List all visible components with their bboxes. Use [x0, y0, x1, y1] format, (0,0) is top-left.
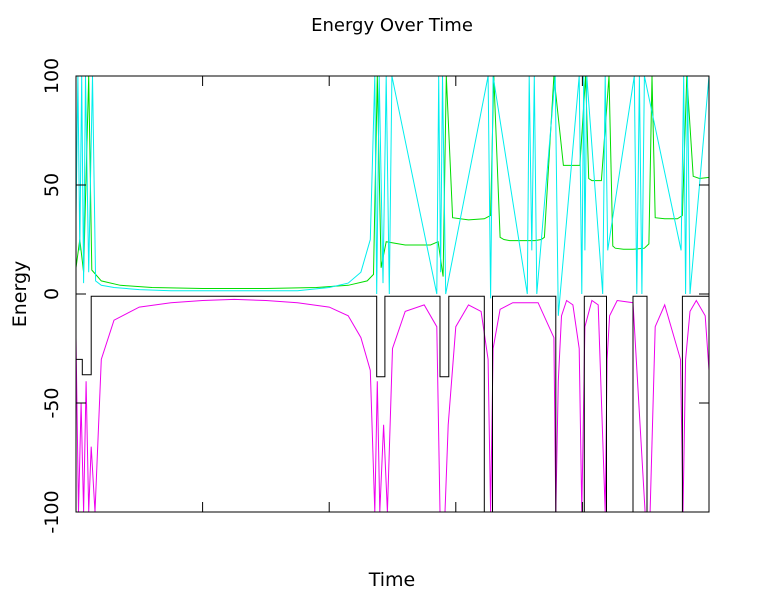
- series-line-magenta: [76, 298, 709, 512]
- series-line-cyan: [76, 76, 709, 316]
- y-tick-label: -50: [41, 387, 63, 418]
- chart-title: Energy Over Time: [311, 15, 473, 36]
- series-line-green: [76, 76, 709, 289]
- plot-frame: [75, 75, 710, 513]
- x-axis-label: Time: [368, 569, 416, 591]
- y-tick-label: 50: [41, 173, 63, 197]
- y-axis-label: Energy: [9, 261, 31, 328]
- series-line-black: [76, 295, 709, 512]
- y-tick-label: 0: [41, 288, 63, 300]
- y-tick-label: 100: [41, 58, 63, 94]
- y-tick-label: -100: [41, 490, 63, 533]
